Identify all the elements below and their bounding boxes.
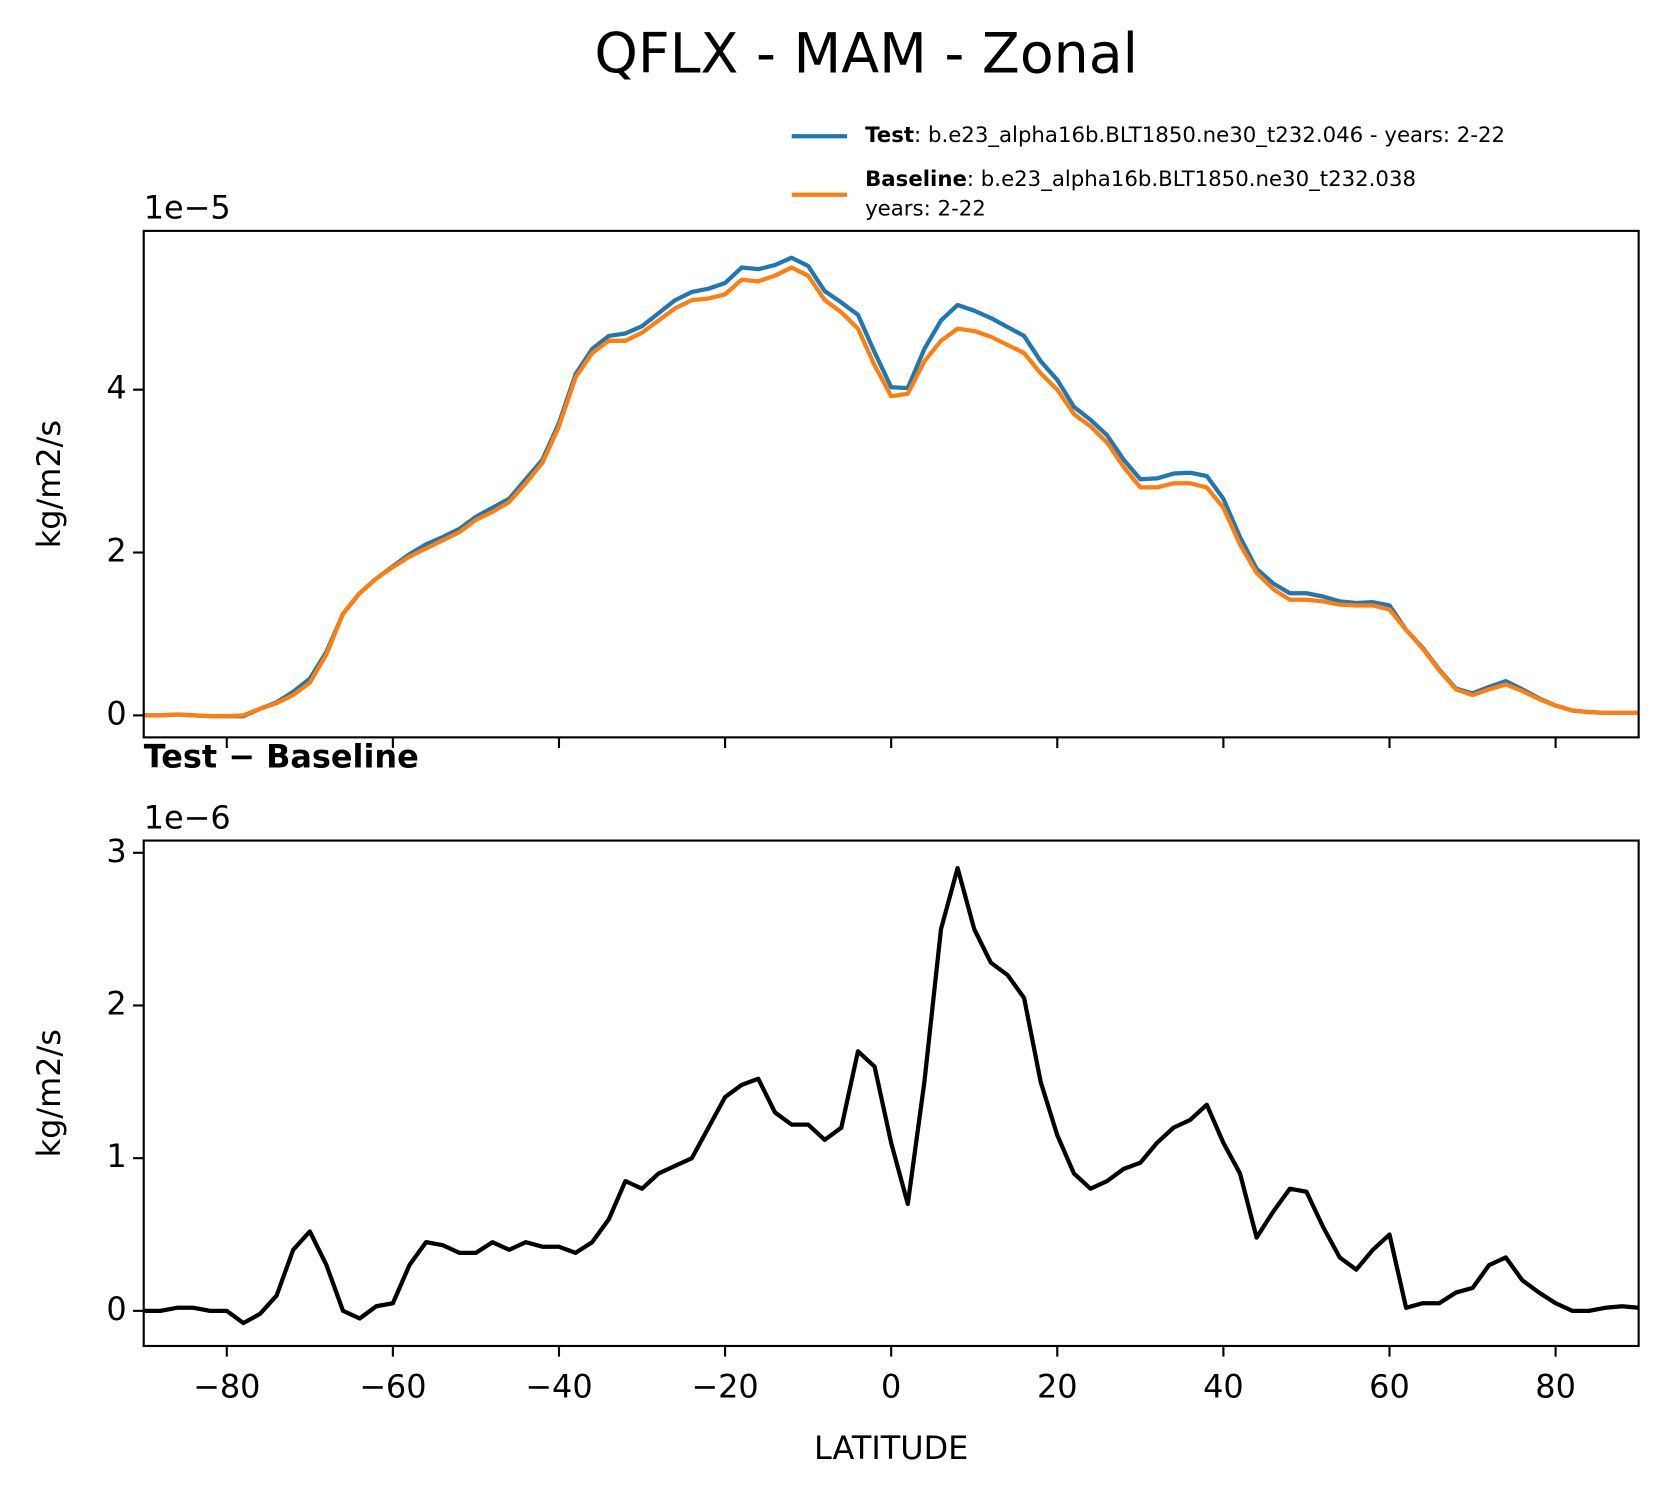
legend-label: : b.e23_alpha16b.BLT1850.ne30_t232.046 -… xyxy=(914,123,1505,148)
x-tick-label: 0 xyxy=(881,1368,901,1406)
y-tick-label: 0 xyxy=(106,694,126,732)
x-tick-label: 60 xyxy=(1369,1368,1410,1406)
offset-text: 1e−5 xyxy=(144,189,231,227)
legend-name: Baseline xyxy=(865,167,967,192)
legend-entry: Test: b.e23_alpha16b.BLT1850.ne30_t232.0… xyxy=(865,123,1505,148)
legend-label: years: 2-22 xyxy=(865,197,986,222)
x-tick-label: −80 xyxy=(193,1368,260,1406)
data-line xyxy=(143,265,1639,719)
x-tick-label: −40 xyxy=(525,1368,592,1406)
axes-title: Test − Baseline xyxy=(144,738,419,776)
data-line xyxy=(143,865,1639,1326)
y-tick-label: 2 xyxy=(106,532,126,570)
x-tick-label: 80 xyxy=(1535,1368,1576,1406)
offset-text: 1e−6 xyxy=(144,798,231,836)
x-tick-label: −60 xyxy=(359,1368,426,1406)
y-axis-label: kg/m2/s xyxy=(30,420,68,548)
y-tick-label: 2 xyxy=(106,984,126,1022)
x-axis-label: LATITUDE xyxy=(814,1429,968,1467)
x-tick-label: −20 xyxy=(691,1368,758,1406)
x-tick-label: 20 xyxy=(1037,1368,1078,1406)
legend-label: : b.e23_alpha16b.BLT1850.ne30_t232.038 xyxy=(967,167,1416,192)
y-tick-label: 3 xyxy=(106,832,126,870)
figure-title: QFLX - MAM - Zonal xyxy=(594,23,1138,87)
legend-name: Test xyxy=(865,123,914,148)
y-tick-label: 1 xyxy=(106,1137,126,1175)
x-tick-label: 40 xyxy=(1203,1368,1244,1406)
y-tick-label: 0 xyxy=(106,1290,126,1328)
y-axis-label: kg/m2/s xyxy=(30,1029,68,1157)
y-tick-label: 4 xyxy=(106,369,126,407)
legend-entry: Baseline: b.e23_alpha16b.BLT1850.ne30_t2… xyxy=(865,167,1416,192)
